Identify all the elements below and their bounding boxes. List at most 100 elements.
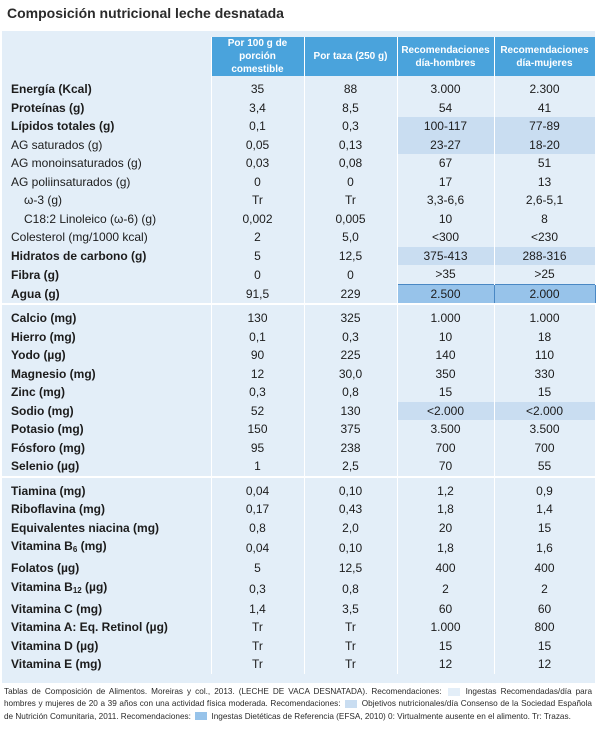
value-rec-women: 18 (494, 327, 596, 346)
nutrient-label: Lípidos totales (g) (2, 117, 212, 136)
value-rec-women: 15 (494, 636, 596, 655)
value-rec-men: 67 (397, 154, 495, 173)
value-rec-men: 400 (397, 559, 495, 578)
table-row: Vitamina B6 (mg) 0,04 0,10 1,8 1,6 (2, 537, 596, 559)
value-per-cup: 12,5 (304, 559, 398, 578)
value-per-100g: 150 (211, 420, 305, 439)
value-per-cup: 8,5 (304, 98, 398, 117)
value-rec-women: 2.300 (494, 80, 596, 99)
nutrition-table: Por 100 g de porción comestible Por taza… (2, 37, 596, 674)
value-per-cup: 30,0 (304, 364, 398, 383)
footnote-legend-1: Ingestas Recomendadas/día para hombres y… (4, 687, 592, 709)
table-row: Agua (g) 91,5 229 2.500 2.000 (2, 283, 596, 305)
value-per-cup: 0 (304, 265, 398, 284)
table-row: Colesterol (mg/1000 kcal) 2 5,0 <300 <230 (2, 228, 596, 247)
value-rec-women: 8 (494, 209, 596, 228)
nutrient-label: Vitamina E (mg) (2, 655, 212, 674)
value-per-100g: 0 (211, 172, 305, 191)
value-rec-women: 55 (494, 457, 596, 477)
nutrient-label: Hierro (mg) (2, 327, 212, 346)
nutrient-label: Colesterol (mg/1000 kcal) (2, 228, 212, 247)
table-row: Vitamina E (mg) Tr Tr 12 12 (2, 655, 596, 674)
value-rec-women: 41 (494, 98, 596, 117)
value-rec-women: 1.000 (494, 309, 596, 328)
nutrient-label: AG saturados (g) (2, 135, 212, 154)
value-rec-women: 288-316 (494, 246, 596, 265)
table-row: Hidratos de carbono (g) 5 12,5 375-413 288-3… (2, 246, 596, 265)
value-rec-men: 54 (397, 98, 495, 117)
table-row: Energía (Kcal) 35 88 3.000 2.300 (2, 80, 596, 99)
nutrient-label: ω-3 (g) (2, 191, 212, 210)
table-row: Calcio (mg) 130 325 1.000 1.000 (2, 309, 596, 328)
value-per-100g: 0,04 (211, 537, 305, 559)
nutrient-label: Folatos (µg) (2, 559, 212, 578)
value-per-100g: 0,1 (211, 117, 305, 136)
value-rec-men: >35 (397, 265, 495, 284)
nutrient-label: Fósforo (mg) (2, 438, 212, 457)
value-rec-men: 2 (397, 577, 495, 600)
value-rec-women: 77-89 (494, 117, 596, 136)
value-per-100g: Tr (211, 655, 305, 674)
table-title: Composición nutricional leche desnatada (7, 5, 284, 21)
value-per-100g: 52 (211, 401, 305, 420)
value-per-cup: 12,5 (304, 246, 398, 265)
value-per-cup: 0,10 (304, 537, 398, 559)
table-row: Folatos (µg) 5 12,5 400 400 (2, 559, 596, 578)
value-rec-women: 800 (494, 618, 596, 637)
value-per-100g: 0,1 (211, 327, 305, 346)
value-rec-women: 1,4 (494, 500, 596, 519)
table-row: Vitamina D (µg) Tr Tr 15 15 (2, 636, 596, 655)
nutrient-label: Zinc (mg) (2, 383, 212, 402)
nutrient-label: Yodo (µg) (2, 346, 212, 365)
nutrient-label: Potasio (mg) (2, 420, 212, 439)
table-row: Potasio (mg) 150 375 3.500 3.500 (2, 420, 596, 439)
value-rec-men: 12 (397, 655, 495, 674)
group-separator (2, 303, 596, 309)
value-rec-men: 3,3-6,6 (397, 191, 495, 210)
legend-swatch-light (447, 687, 460, 696)
value-rec-men: 100-117 (397, 117, 495, 136)
value-per-100g: 0,3 (211, 577, 305, 600)
value-per-cup: 0,8 (304, 383, 398, 402)
table-row: Proteínas (g) 3,4 8,5 54 41 (2, 98, 596, 117)
value-per-100g: 2 (211, 228, 305, 247)
value-rec-men: 15 (397, 636, 495, 655)
nutrient-label: Energía (Kcal) (2, 80, 212, 99)
table-row: AG monoinsaturados (g) 0,03 0,08 67 51 (2, 154, 596, 173)
nutrient-label: Sodio (mg) (2, 401, 212, 420)
value-rec-men: 1.000 (397, 618, 495, 637)
value-per-cup: 130 (304, 401, 398, 420)
value-per-100g: 3,4 (211, 98, 305, 117)
value-per-cup: 229 (304, 284, 398, 304)
value-rec-men: <300 (397, 228, 495, 247)
value-rec-women: 2,6-5,1 (494, 191, 596, 210)
value-per-100g: 0,002 (211, 209, 305, 228)
value-rec-men: 1,8 (397, 537, 495, 559)
nutrient-label: AG poliinsaturados (g) (2, 172, 212, 191)
value-per-cup: 0,8 (304, 577, 398, 600)
value-rec-men: 60 (397, 599, 495, 618)
value-rec-women: 330 (494, 364, 596, 383)
nutrient-label: Proteínas (g) (2, 98, 212, 117)
value-per-cup: Tr (304, 191, 398, 210)
table-row: Lípidos totales (g) 0,1 0,3 100-117 77-89 (2, 117, 596, 136)
value-rec-women: 0,9 (494, 481, 596, 500)
value-per-100g: 1 (211, 457, 305, 477)
table-row: Yodo (µg) 90 225 140 110 (2, 346, 596, 365)
value-rec-women: 13 (494, 172, 596, 191)
value-per-cup: 0,3 (304, 327, 398, 346)
value-rec-men: 1,8 (397, 500, 495, 519)
value-per-cup: 325 (304, 309, 398, 328)
table-row: ω-3 (g) Tr Tr 3,3-6,6 2,6-5,1 (2, 191, 596, 210)
value-per-100g: 12 (211, 364, 305, 383)
value-rec-men: 3.500 (397, 420, 495, 439)
nutrient-label: Magnesio (mg) (2, 364, 212, 383)
value-per-cup: 88 (304, 80, 398, 99)
value-per-cup: Tr (304, 618, 398, 637)
footnote: Tablas de Composición de Alimentos. More… (4, 686, 592, 723)
value-rec-men: <2.000 (397, 401, 495, 420)
nutrient-label: C18:2 Linoleico (ω-6) (g) (2, 209, 212, 228)
value-rec-women: 400 (494, 559, 596, 578)
group-separator (2, 475, 596, 482)
value-per-100g: 0,3 (211, 383, 305, 402)
